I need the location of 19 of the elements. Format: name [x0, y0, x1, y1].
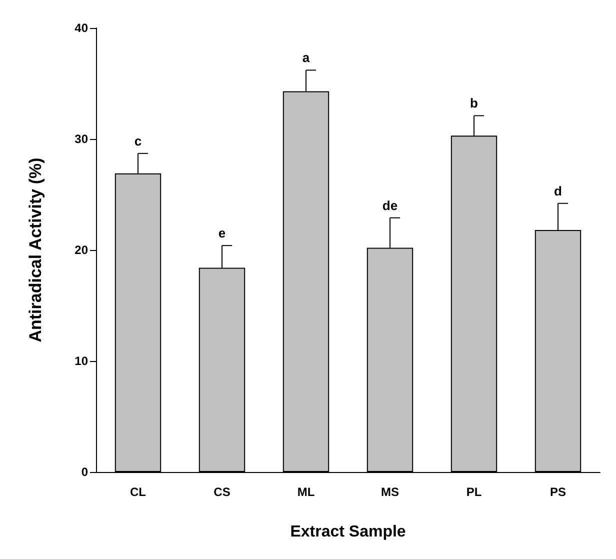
annotation: de [382, 198, 398, 213]
x-tick-label: CS [214, 485, 230, 499]
annotation: a [302, 50, 310, 66]
y-tick-label: 0 [81, 465, 88, 479]
annotation: e [218, 226, 226, 241]
annotation: c [134, 133, 142, 148]
y-axis-title: Antiradical Activity (%) [26, 158, 45, 342]
y-tick-label: 40 [74, 21, 88, 35]
x-tick-label: PS [550, 485, 566, 499]
y-tick-label: 20 [74, 243, 88, 257]
x-tick-label: PL [466, 485, 482, 499]
x-tick-label: ML [297, 485, 315, 499]
x-axis-title: Extract Sample [290, 524, 406, 540]
annotation: b [470, 96, 478, 111]
annotation: d [554, 183, 562, 198]
y-tick-label: 30 [74, 132, 88, 146]
x-tick-label: MS [381, 485, 399, 499]
y-tick-label: 10 [74, 354, 88, 368]
x-tick-label: CL [130, 485, 146, 499]
